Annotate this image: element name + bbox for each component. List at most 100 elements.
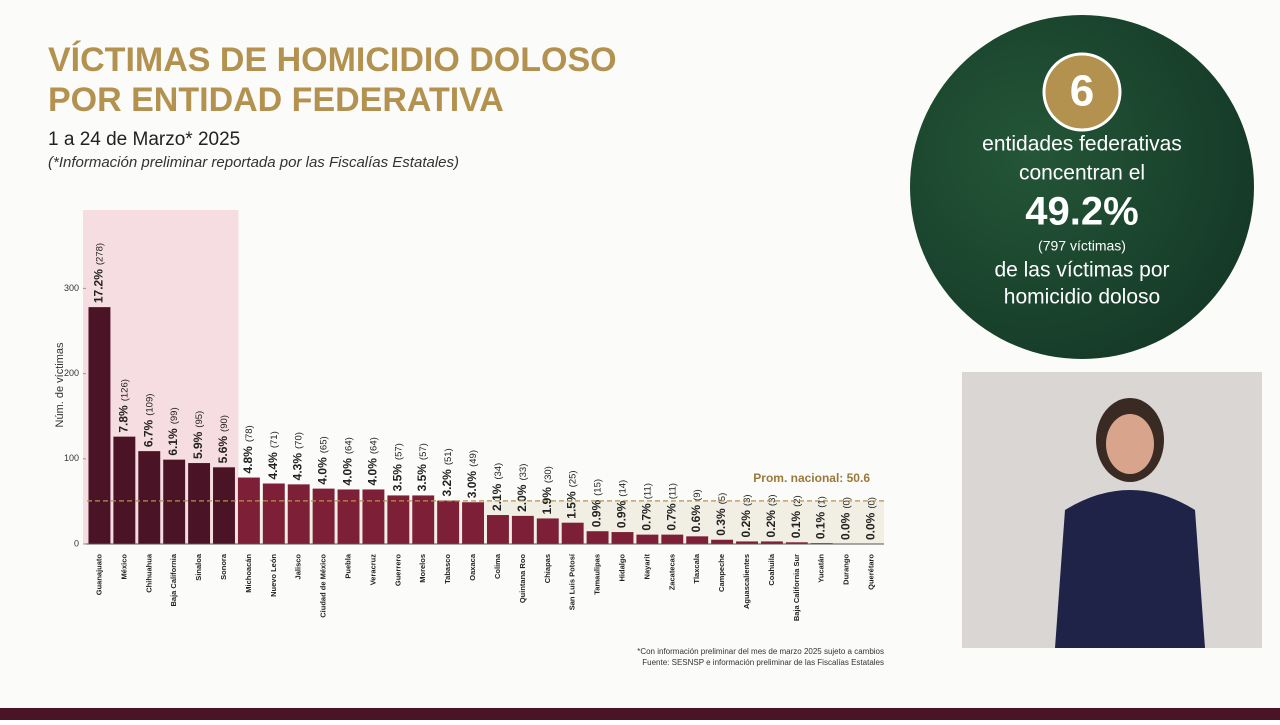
x-tick-label: San Luis Potosí (568, 553, 577, 610)
bar (138, 451, 161, 544)
data-label: 4.8% (78) (241, 425, 255, 473)
count-label: (90) (219, 415, 230, 432)
x-tick-label: Querétaro (867, 554, 876, 590)
percent-label: 6.1% (166, 428, 180, 456)
x-tick-label: Nuevo León (269, 554, 278, 597)
y-axis-label: Núm. de víctimas (54, 342, 66, 427)
percent-label: 0.9% (590, 500, 604, 528)
percent-label: 4.4% (266, 452, 280, 480)
data-label: 0.7% (11) (664, 483, 678, 531)
panel-percent: 49.2% (1025, 190, 1138, 234)
data-label: 6.7% (109) (141, 394, 155, 448)
percent-label: 4.3% (291, 453, 305, 481)
y-tick-label: 200 (64, 368, 79, 378)
percent-label: 0.2% (764, 510, 778, 538)
data-label: 0.7% (11) (640, 483, 654, 531)
percent-label: 6.7% (141, 419, 155, 447)
bar (287, 484, 310, 544)
count-label: (57) (418, 443, 429, 460)
panel-text: entidades federativas (982, 133, 1182, 156)
x-tick-label: Morelos (418, 554, 427, 583)
bar (262, 483, 285, 544)
data-label: 0.0% (0) (839, 497, 853, 540)
x-tick-label: Oaxaca (468, 553, 477, 581)
interpreter-video (962, 372, 1262, 648)
data-label: 3.0% (49) (465, 450, 479, 498)
bar (486, 515, 509, 544)
data-label: 4.0% (64) (341, 437, 355, 485)
count-label: (49) (468, 450, 479, 467)
bar (511, 515, 534, 544)
data-label: 0.0% (0) (864, 497, 878, 540)
percent-label: 0.6% (689, 505, 703, 533)
data-label: 5.9% (95) (191, 411, 205, 459)
count-label: (15) (592, 479, 603, 496)
count-label: (70) (293, 432, 304, 449)
x-tick-label: Tamaulipas (593, 554, 602, 595)
bar (561, 522, 584, 544)
bar (711, 539, 734, 544)
count-label: (25) (567, 470, 578, 487)
number-badge (1042, 52, 1122, 132)
panel-circle (910, 15, 1254, 359)
percent-label: 2.1% (490, 483, 504, 511)
bar (462, 502, 485, 544)
panel-text: homicidio doloso (1004, 286, 1160, 309)
bar (387, 495, 410, 544)
percent-label: 3.0% (465, 471, 479, 499)
bar (412, 495, 435, 544)
count-label: (99) (169, 407, 180, 424)
data-label: 0.9% (15) (590, 479, 604, 527)
percent-label: 1.5% (565, 491, 579, 519)
x-tick-label: Puebla (344, 553, 353, 578)
data-label: 0.2% (3) (739, 494, 753, 537)
bar (586, 531, 609, 544)
x-tick-label: Tlaxcala (692, 553, 701, 583)
data-label: 3.5% (57) (415, 443, 429, 491)
panel-text: de las víctimas por (994, 259, 1169, 282)
count-label: (3) (742, 494, 753, 506)
average-label: Prom. nacional: 50.6 (753, 471, 870, 485)
data-label: 2.1% (34) (490, 463, 504, 511)
title: POR ENTIDAD FEDERATIVA (48, 81, 504, 119)
y-tick-label: 100 (64, 453, 79, 463)
count-label: (64) (343, 437, 354, 454)
x-tick-label: Coahuila (767, 553, 776, 585)
count-label: (278) (94, 243, 105, 265)
data-label: 7.8% (126) (117, 379, 131, 433)
percent-label: 4.0% (366, 458, 380, 486)
footnote: *Con información preliminar del mes de m… (637, 647, 884, 656)
x-tick-label: Veracruz (368, 554, 377, 586)
x-tick-label: Colima (493, 553, 502, 579)
count-label: (64) (368, 437, 379, 454)
bar (188, 463, 211, 544)
x-tick-label: Baja California (169, 553, 178, 606)
title: VÍCTIMAS DE HOMICIDIO DOLOSO (48, 41, 617, 79)
count-label: (1) (816, 496, 827, 508)
data-label: 1.5% (25) (565, 470, 579, 518)
count-label: (34) (492, 463, 503, 480)
data-label: 4.0% (65) (316, 436, 330, 484)
x-tick-label: México (119, 554, 128, 580)
data-label: 17.2% (278) (92, 243, 106, 303)
data-label: 3.5% (57) (391, 443, 405, 491)
percent-label: 5.6% (216, 436, 230, 464)
data-label: 0.6% (9) (689, 489, 703, 532)
data-label: 0.1% (1) (814, 496, 828, 539)
data-label: 0.3% (5) (714, 493, 728, 536)
percent-label: 4.0% (316, 457, 330, 485)
x-tick-label: Guerrero (393, 554, 402, 587)
bar (312, 488, 335, 544)
x-tick-label: Durango (842, 554, 851, 585)
x-tick-label: Campeche (717, 554, 726, 592)
bar (736, 541, 758, 544)
percent-label: 0.7% (640, 503, 654, 531)
count-label: (3) (766, 494, 777, 506)
count-label: (71) (268, 431, 279, 448)
bar (437, 500, 460, 544)
x-tick-label: Michoacán (244, 554, 253, 593)
count-label: (30) (542, 466, 553, 483)
bar (88, 307, 111, 544)
